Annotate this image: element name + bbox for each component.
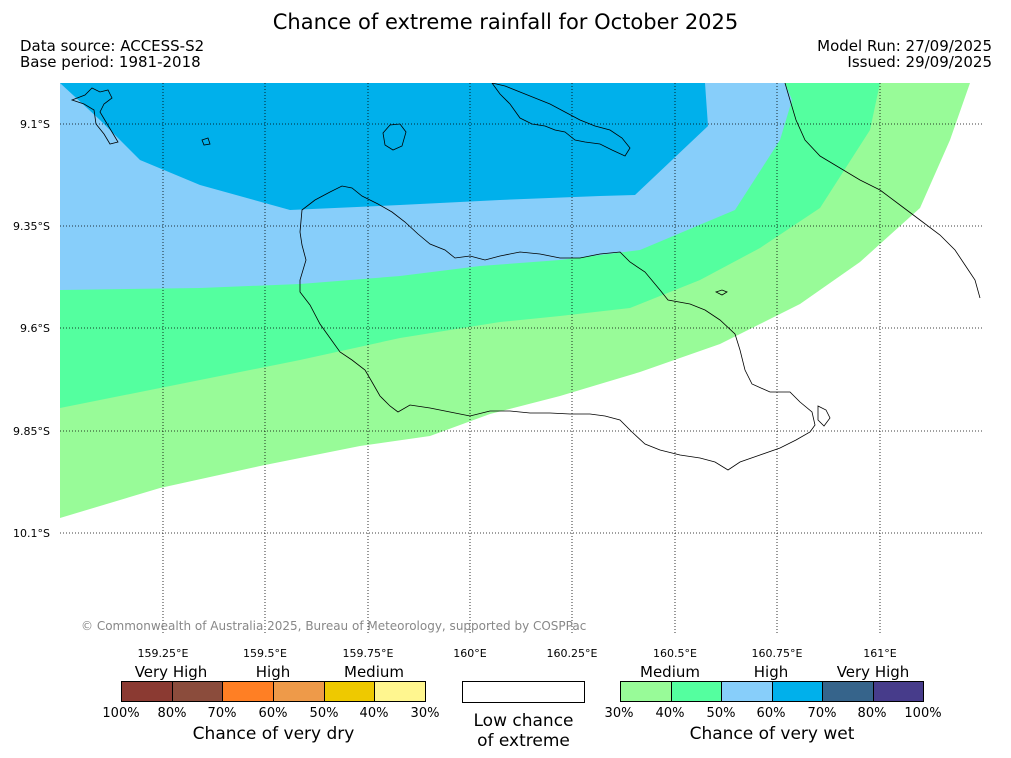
dry-swatch-80-100: [122, 682, 173, 701]
lat-label-9-1: 9.1°S: [20, 118, 50, 131]
wet-tick-80: 80%: [857, 706, 887, 721]
dry-swatch-60-70: [223, 682, 275, 701]
lon-label-159-5: 159.5°E: [243, 647, 287, 660]
wet-swatch-80-100: [873, 682, 923, 701]
rainfall-map: 9.1°S 9.35°S 9.6°S 9.85°S 10.1°S: [13, 83, 982, 635]
dry-tick-40: 40%: [359, 706, 389, 721]
lon-label-159-75: 159.75°E: [342, 647, 394, 660]
dry-tick-100: 100%: [102, 706, 140, 721]
small-island-2: [817, 405, 831, 427]
model-run: Model Run: 27/09/2025: [817, 37, 992, 55]
wet-tick-70: 70%: [807, 706, 837, 721]
malaita-coastline: [784, 83, 981, 299]
neutral-caption-line2: of extreme: [477, 731, 570, 751]
wet-swatch-30-40: [621, 682, 672, 701]
lon-label-160-25: 160.25°E: [546, 647, 598, 660]
dry-tick-30: 30%: [410, 706, 440, 721]
wet-tick-30: 30%: [604, 706, 634, 721]
wet-level-medium: Medium: [640, 663, 700, 681]
dry-swatch-40-50: [324, 682, 376, 701]
model-run-info: Model Run: 27/09/2025 Issued: 29/09/2025: [817, 38, 992, 70]
wet-level-high: High: [753, 663, 789, 681]
savo-island: [382, 123, 407, 151]
lat-label-9-6: 9.6°S: [20, 322, 50, 335]
wet-swatch-50-60: [722, 682, 773, 701]
neutral-caption-line1: Low chance: [473, 711, 574, 731]
lat-label-10-1: 10.1°S: [13, 527, 50, 540]
wet-tick-40: 40%: [655, 706, 685, 721]
dry-tick-60: 60%: [258, 706, 288, 721]
copyright-notice: © Commonwealth of Australia 2025, Bureau…: [81, 619, 587, 633]
data-source: Data source: ACCESS-S2: [20, 37, 205, 55]
lon-label-160: 160°E: [453, 647, 487, 660]
neutral-caption: Low chance of extreme: [452, 711, 595, 751]
zone-wet-60-70: [60, 83, 708, 210]
ngella-islands: [491, 83, 631, 157]
lon-label-160-75: 160.75°E: [751, 647, 803, 660]
wet-swatch-40-50: [671, 682, 722, 701]
lon-label-161: 161°E: [863, 647, 897, 660]
issued-date: Issued: 29/09/2025: [847, 53, 992, 71]
small-island-3: [201, 137, 211, 146]
lon-label-160-5: 160.5°E: [653, 647, 697, 660]
dry-caption: Chance of very dry: [192, 724, 355, 744]
dry-tick-50: 50%: [309, 706, 339, 721]
dry-tick-80: 80%: [157, 706, 187, 721]
dry-level-high: High: [255, 663, 291, 681]
russell-islands: [70, 87, 119, 145]
dry-level-medium: Medium: [344, 663, 404, 681]
lon-label-159-25: 159.25°E: [137, 647, 189, 660]
dry-colorbar: [121, 681, 426, 702]
wet-tick-100: 100%: [904, 706, 942, 721]
lat-label-9-35: 9.35°S: [13, 220, 50, 233]
dry-level-very-high: Very High: [134, 663, 208, 681]
wet-level-very-high: Very High: [836, 663, 910, 681]
dry-swatch-30-40: [375, 682, 426, 701]
guadalcanal-coastline: [299, 185, 816, 471]
neutral-swatch: [462, 681, 585, 703]
dry-swatch-50-60: [274, 682, 325, 701]
wet-tick-50: 50%: [706, 706, 736, 721]
wet-swatch-70-80: [823, 682, 874, 701]
base-period: Base period: 1981-2018: [20, 53, 201, 71]
dry-tick-70: 70%: [207, 706, 237, 721]
wet-colorbar: [620, 681, 924, 702]
wet-swatch-60-70: [772, 682, 823, 701]
graticule: [60, 83, 982, 635]
data-source-info: Data source: ACCESS-S2 Base period: 1981…: [20, 38, 204, 70]
lat-label-9-85: 9.85°S: [13, 425, 50, 438]
small-island-1: [714, 289, 728, 296]
wet-caption: Chance of very wet: [689, 724, 855, 744]
dry-swatch-70-80: [172, 682, 224, 701]
wet-tick-60: 60%: [756, 706, 786, 721]
map-title: Chance of extreme rainfall for October 2…: [272, 10, 739, 34]
coastlines: [70, 83, 981, 471]
